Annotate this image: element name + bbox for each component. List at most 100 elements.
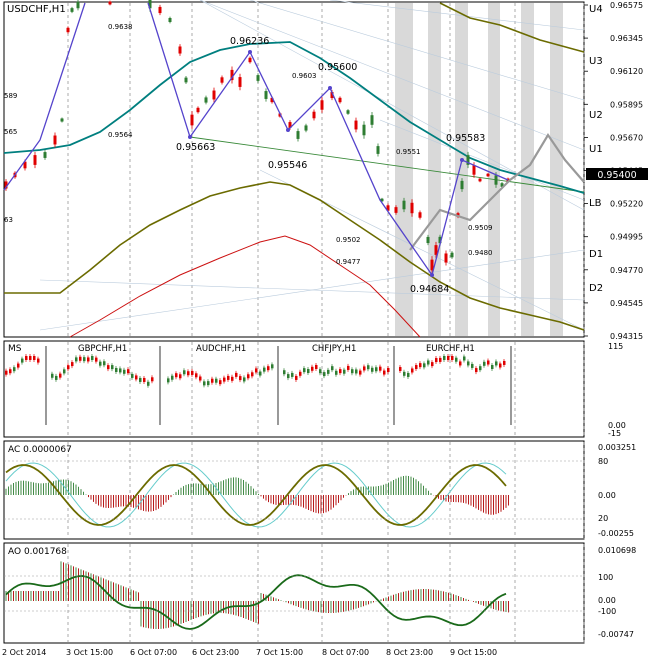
mini-candle-body (243, 377, 246, 382)
mini-candle-body (25, 356, 28, 360)
mini-candle-body (219, 380, 222, 385)
mini-candle-body (347, 365, 350, 370)
mini-candle-body (287, 374, 290, 379)
mini-candle-body (207, 381, 210, 386)
pivot-label: U1 (589, 144, 603, 155)
swing-label: 0.95600 (318, 62, 357, 73)
candle-body (204, 97, 208, 103)
projection-band (395, 3, 413, 336)
candle-body (190, 114, 194, 126)
mini-candle-body (483, 361, 486, 366)
ac-signal-line (5, 462, 507, 528)
price-tick-label: 0.96575 (610, 1, 643, 10)
mini-candle-body (431, 362, 434, 367)
candle-body (500, 183, 504, 187)
mini-candle-body (5, 370, 8, 375)
time-tick-label: 6 Oct 23:00 (192, 648, 239, 657)
mini-candle-body (271, 364, 274, 369)
projection-band (550, 3, 563, 336)
price-tick-label: 0.94315 (610, 332, 643, 341)
time-tick-label: 2 Oct 2014 (2, 648, 46, 657)
mini-candle-body (379, 366, 382, 371)
candle-body (478, 178, 482, 182)
level-label: 0.9603 (292, 72, 317, 80)
mini-candle-body (487, 360, 490, 365)
mini-candle-body (123, 369, 126, 374)
trend-line (189, 136, 585, 193)
mini-candle-body (383, 370, 386, 375)
mini-candle-body (319, 369, 322, 374)
zigzag-segment (3, 2, 86, 191)
fan-line (329, 0, 585, 31)
candle-body (4, 181, 8, 189)
mini-candle-body (315, 364, 318, 369)
zigzag-node (328, 86, 332, 90)
mini-candle-body (471, 363, 474, 368)
mini-candle-body (427, 360, 430, 365)
pivot-label: U4 (589, 4, 603, 15)
pivot-label: U2 (589, 110, 603, 121)
main-chart-frame[interactable] (3, 1, 585, 338)
mini-candle-body (415, 365, 418, 370)
candle-body (418, 212, 422, 218)
level-label: 0.9480 (468, 249, 493, 257)
price-tick-label: 0.95670 (610, 133, 643, 142)
pair-title: GBPCHF,H1 (78, 344, 127, 354)
projection-bands (395, 3, 563, 336)
mini-candle-body (59, 373, 62, 378)
multi-panel-title: MS (8, 344, 22, 354)
candle-body (158, 6, 162, 14)
fan-line (39, 279, 585, 301)
time-tick-label: 7 Oct 15:00 (256, 648, 303, 657)
candle-body (230, 69, 234, 81)
multi-pair-panel-frame[interactable] (3, 340, 585, 438)
time-axis: 2 Oct 2014 3 Oct 15:00 6 Oct 07:00 6 Oct 23… (2, 648, 497, 657)
mini-candle-body (135, 375, 138, 380)
mini-candle-body (247, 374, 250, 379)
swing-labels: 0.96236 0.95600 0.95663 0.95546 0.95583 0.946… (4, 23, 493, 295)
candle-body (264, 91, 268, 99)
ao-axis-label: 100 (598, 573, 613, 582)
mini-candle-body (267, 366, 270, 371)
mini-candle-body (443, 356, 446, 360)
candle-body (296, 131, 300, 139)
level-label: 0.9509 (468, 224, 493, 232)
candle-body (438, 236, 442, 244)
mini-candle-body (491, 364, 494, 369)
time-tick-label: 8 Oct 07:00 (322, 648, 369, 657)
ac-panel-axis: 0.003251 80 0.00 20 -0.00255 (598, 443, 636, 538)
candle-body (394, 207, 398, 213)
mini-candle-body (33, 356, 36, 360)
mini-candle-body (299, 371, 302, 376)
mini-candle-body (107, 365, 110, 370)
candle-body (212, 90, 216, 100)
ma-red-line (69, 235, 421, 338)
multi-panel-axis: 115 0.00-15 (608, 342, 626, 438)
mini-candle-body (75, 357, 78, 362)
candle-body (76, 1, 80, 9)
candle-body (354, 120, 358, 130)
mini-candle-body (307, 369, 310, 374)
mini-candle-body (119, 368, 122, 373)
ac-panel-frame[interactable] (3, 440, 585, 540)
mini-candle-body (175, 373, 178, 378)
mini-candle-body (111, 365, 114, 370)
multi-axis-label: 115 (608, 342, 623, 351)
ao-panel-title: AO 0.001768 (8, 547, 67, 557)
mini-candle-body (311, 366, 314, 371)
candle-body (148, 0, 152, 9)
candle-body (346, 110, 350, 114)
mini-candle-body (21, 358, 24, 363)
swing-label: 0.95546 (268, 160, 307, 171)
mini-candle-body (291, 372, 294, 377)
mini-candle-body (127, 369, 130, 374)
ac-axis-label: 20 (598, 514, 608, 523)
candle-body (386, 205, 390, 211)
multi-pair-mini-charts: GBPCHF,H1 AUDCHF,H1 CHFJPY,H1 EURCHF,H1 (5, 344, 512, 425)
candle-body (450, 252, 454, 258)
mini-candle-body (359, 370, 362, 375)
candle-body (426, 236, 430, 244)
projection-band (488, 3, 500, 336)
candle-body (472, 165, 476, 175)
